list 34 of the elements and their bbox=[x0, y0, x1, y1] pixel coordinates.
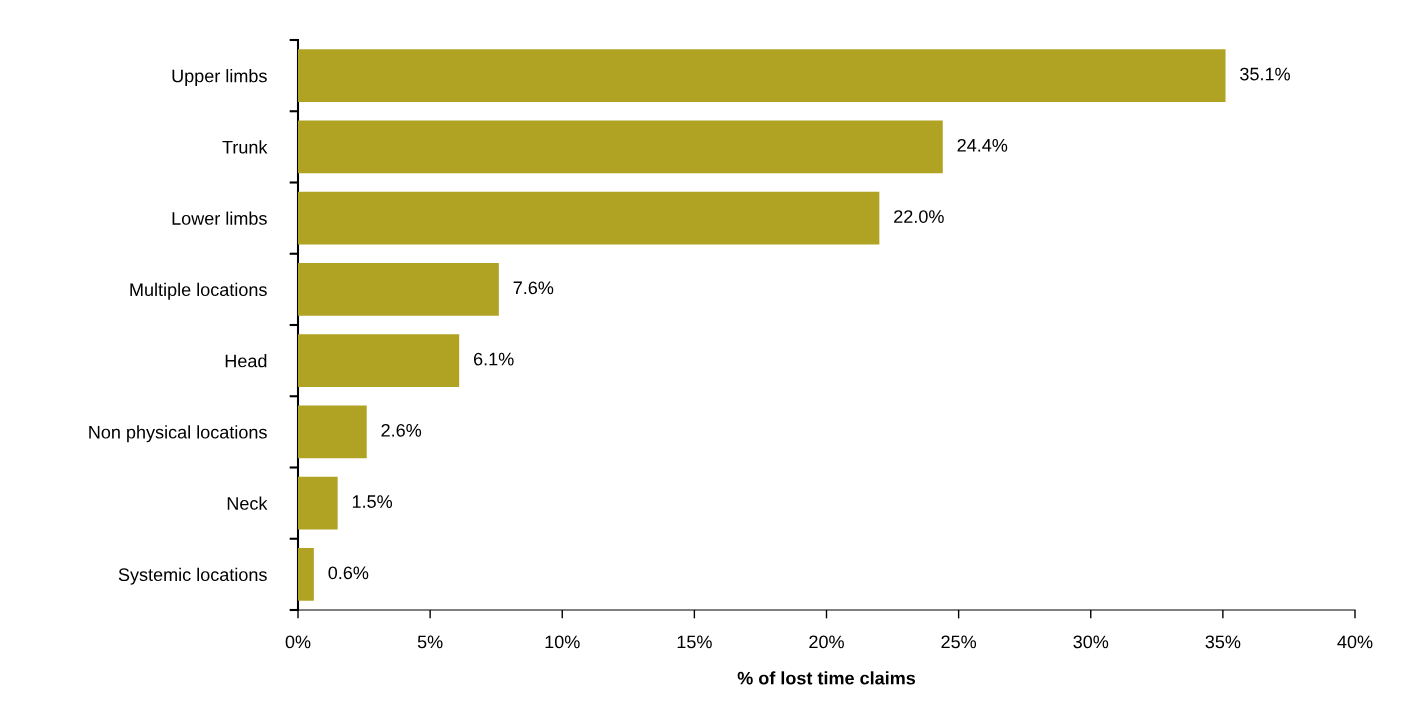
y-tick-label: Lower limbs bbox=[172, 211, 267, 225]
x-tick-label: 10% bbox=[545, 635, 580, 649]
bar bbox=[298, 120, 943, 174]
bar bbox=[298, 476, 338, 530]
y-tick-label: Neck bbox=[227, 496, 268, 510]
x-tick-label: 40% bbox=[1337, 635, 1373, 649]
y-tick-label: Multiple locations bbox=[130, 282, 267, 300]
x-axis-title: % of lost time claims bbox=[737, 671, 916, 685]
y-tick-label: Head bbox=[225, 354, 267, 368]
data-label: 7.6% bbox=[513, 281, 554, 295]
data-label: 24.4% bbox=[957, 138, 1008, 152]
data-label: 35.1% bbox=[1240, 67, 1290, 81]
data-label: 0.6% bbox=[328, 566, 369, 580]
bar bbox=[298, 191, 880, 245]
x-tick-label: 15% bbox=[677, 635, 712, 649]
y-tick-label: Trunk bbox=[222, 140, 268, 154]
bar bbox=[298, 405, 367, 459]
x-tick-label: 0% bbox=[285, 635, 311, 649]
x-tick-label: 20% bbox=[809, 635, 844, 649]
data-label: 2.6% bbox=[381, 423, 422, 437]
y-tick-label: Non physical locations bbox=[89, 425, 267, 443]
data-label: 1.5% bbox=[352, 495, 393, 508]
data-label: 6.1% bbox=[474, 352, 514, 366]
bar bbox=[298, 548, 314, 601]
y-tick-label: Systemic locations bbox=[118, 567, 267, 585]
bar bbox=[298, 263, 499, 316]
y-tick-label: Upper limbs bbox=[172, 69, 267, 86]
bar bbox=[298, 334, 460, 387]
x-tick-label: 35% bbox=[1205, 635, 1241, 649]
data-label: 22.0% bbox=[894, 210, 944, 223]
x-tick-label: 25% bbox=[941, 635, 977, 649]
bar bbox=[298, 49, 1226, 102]
x-tick-label: 30% bbox=[1073, 635, 1109, 649]
x-tick-label: 5% bbox=[417, 635, 443, 649]
